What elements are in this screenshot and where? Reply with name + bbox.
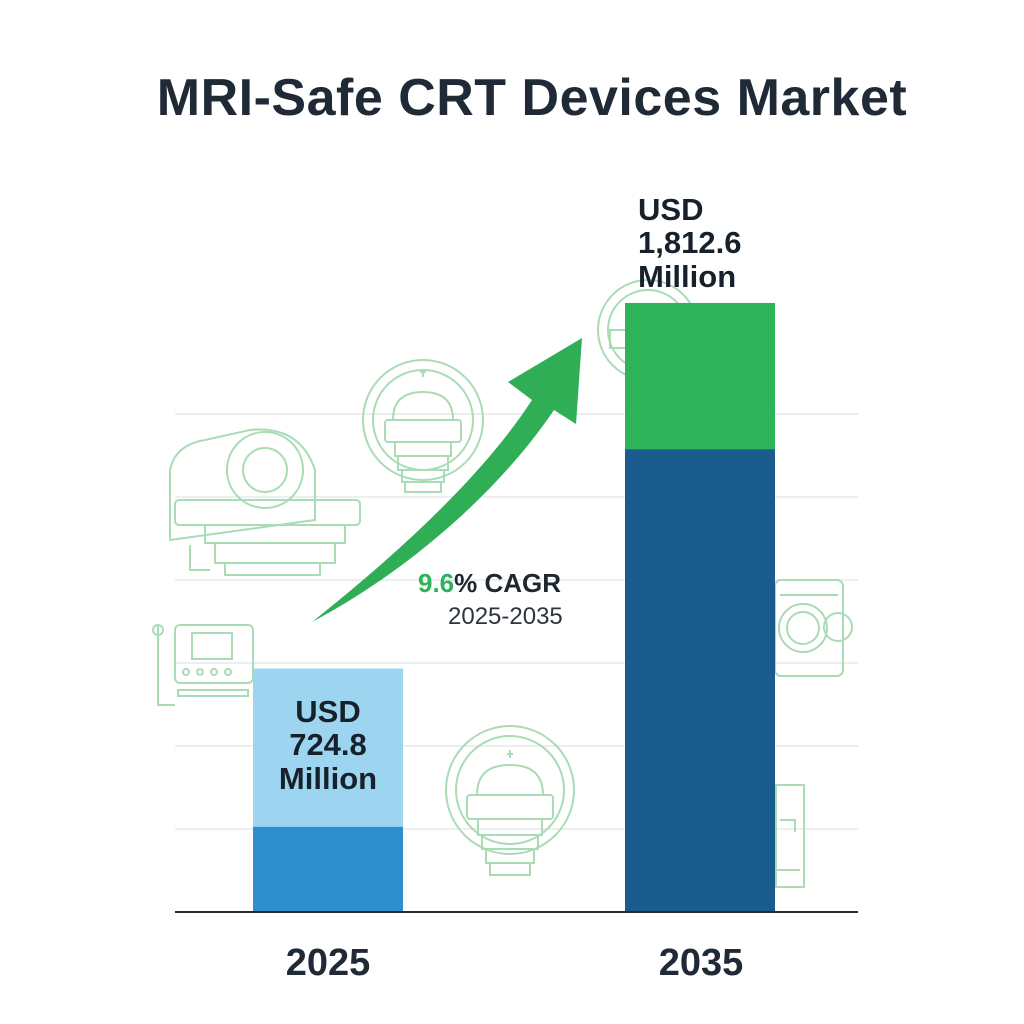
value-label-2025: USD 724.8 Million [253, 694, 403, 796]
cabinet-device-icon [775, 784, 805, 888]
value-prefix-2035: USD [638, 192, 704, 227]
value-prefix-2025: USD [295, 694, 361, 729]
cagr-rate: 9.6 [418, 568, 455, 598]
mri-machine-icon [169, 428, 361, 576]
cagr-annotation: 9.6% CAGR 2025-2035 [418, 568, 563, 631]
bar-2025-upper [253, 668, 403, 827]
value-unit-2035: Million [638, 258, 737, 294]
bar-2035-upper [625, 302, 775, 450]
cagr-period: 2025-2035 [448, 603, 563, 630]
value-label-2035: USD 1,812.6 Million [638, 192, 818, 294]
washer-device-icon [774, 579, 853, 677]
chart-title: MRI-Safe CRT Devices Market [156, 69, 908, 127]
mri-scanner-icon [362, 359, 484, 493]
x-tick-2035: 2035 [658, 942, 744, 984]
bar-2025-lower [253, 826, 403, 912]
mri-scanner-icon-lower [445, 725, 575, 876]
value-unit-2025: Million [278, 760, 378, 796]
growth-arrow [312, 338, 582, 622]
medical-device-icons [152, 279, 853, 888]
bar-2035-lower [625, 449, 775, 912]
value-amount-2025: 724.8 [289, 727, 367, 763]
bars [253, 302, 775, 912]
patient-monitor-icon [152, 624, 254, 706]
x-tick-2025: 2025 [285, 942, 371, 984]
cagr-rate-suffix: % CAGR [454, 568, 562, 598]
value-amount-2035: 1,812.6 [638, 225, 742, 261]
